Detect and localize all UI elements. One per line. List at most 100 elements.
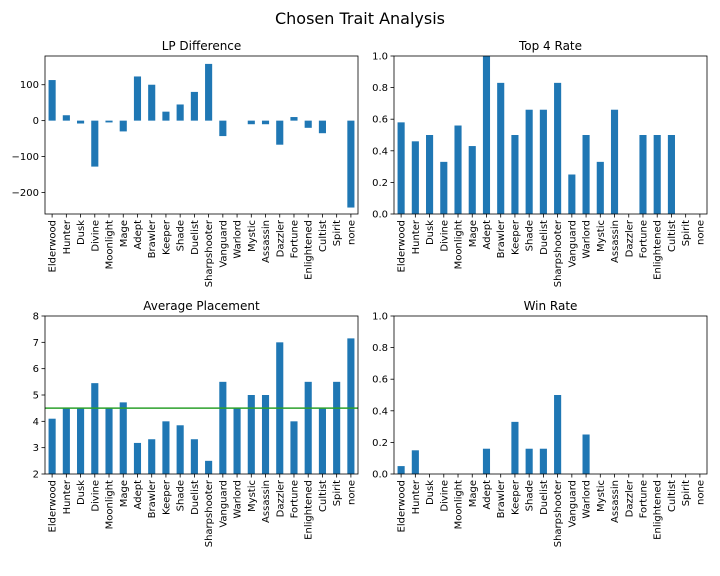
bar-elderwood: [48, 80, 56, 121]
x-tick-label: Cultist: [318, 220, 329, 252]
bar-elderwood: [48, 418, 56, 474]
y-tick-label: 0.2: [372, 178, 388, 189]
x-tick-label: Brawler: [496, 479, 507, 518]
x-tick-label: Enlightened: [653, 480, 664, 540]
x-tick-label: Vanguard: [218, 480, 229, 528]
x-tick-label: Divine: [439, 220, 450, 252]
x-tick-label: Assassin: [610, 220, 621, 263]
y-tick-label: 7: [33, 338, 39, 349]
bar-vanguard: [568, 174, 576, 214]
x-tick-label: Sharpshooter: [204, 219, 215, 287]
x-tick-label: Warlord: [582, 220, 593, 259]
x-tick-label: Dazzler: [275, 219, 286, 257]
bar-adept: [482, 56, 491, 214]
bar-moonlight: [105, 120, 113, 123]
bar-mystic: [596, 161, 604, 214]
figure-title: Chosen Trait Analysis: [274, 9, 446, 28]
bar-elderwood: [397, 122, 405, 214]
x-tick-label: Sharpshooter: [553, 479, 564, 547]
bar-dazzler: [276, 120, 284, 145]
y-tick-label: 1.0: [372, 312, 388, 323]
x-tick-label: Adept: [482, 220, 493, 250]
x-tick-label: Elderwood: [397, 480, 408, 532]
x-tick-label: Brawler: [496, 219, 507, 258]
x-tick-label: Hunter: [411, 479, 422, 514]
x-tick-label: Keeper: [161, 479, 172, 515]
bar-vanguard: [219, 120, 227, 137]
bar-duelist: [190, 439, 198, 474]
x-tick-label: Adept: [133, 220, 144, 250]
x-tick-label: Hunter: [62, 219, 73, 254]
x-tick-label: Mage: [119, 480, 130, 507]
y-tick-label: 5: [33, 391, 39, 402]
bar-none: [347, 338, 355, 474]
y-tick-label: 0: [33, 116, 39, 127]
y-tick-label: 0.6: [372, 115, 388, 126]
x-tick-label: Duelist: [190, 220, 201, 255]
x-tick-label: Divine: [439, 480, 450, 512]
x-tick-label: Fortune: [638, 480, 649, 518]
x-tick-label: Brawler: [147, 219, 158, 258]
x-tick-label: Mystic: [247, 480, 258, 512]
x-tick-label: Elderwood: [48, 480, 59, 532]
y-tick-label: 0.4: [372, 406, 388, 417]
bar-sharpshooter: [554, 395, 562, 474]
bar-duelist: [190, 91, 198, 121]
y-tick-label: 0.8: [372, 343, 388, 354]
x-tick-label: none: [346, 220, 357, 245]
bar-assassin: [261, 120, 270, 125]
x-tick-label: Keeper: [510, 219, 521, 255]
x-tick-label: Mage: [119, 220, 130, 247]
x-tick-label: Divine: [90, 480, 101, 512]
bar-mystic: [247, 120, 255, 125]
y-tick-label: 3: [33, 443, 39, 454]
x-tick-label: Fortune: [289, 480, 300, 518]
x-tick-label: Cultist: [667, 480, 678, 512]
x-tick-label: Divine: [90, 220, 101, 252]
subplot-title: LP Difference: [162, 39, 242, 53]
y-tick-label: −200: [12, 188, 39, 199]
bar-shade: [525, 448, 533, 474]
x-tick-label: Hunter: [411, 219, 422, 254]
y-tick-label: 0.0: [372, 210, 388, 221]
x-tick-label: Hunter: [62, 479, 73, 514]
bar-warlord: [233, 408, 241, 474]
y-tick-label: 0.8: [372, 83, 388, 94]
y-tick-label: 6: [33, 364, 39, 375]
x-tick-label: Duelist: [539, 480, 550, 515]
x-tick-label: Warlord: [233, 480, 244, 519]
x-tick-label: Spirit: [681, 220, 692, 246]
bar-warlord: [582, 434, 590, 474]
x-tick-label: Assassin: [610, 480, 621, 523]
y-tick-label: 100: [20, 80, 39, 91]
x-tick-label: Moonlight: [454, 480, 465, 529]
bar-dusk: [77, 408, 85, 474]
x-tick-label: Shade: [525, 220, 536, 251]
bar-keeper: [162, 421, 170, 474]
x-tick-label: Dazzler: [624, 479, 635, 517]
bar-fortune: [290, 421, 298, 474]
y-tick-label: 4: [33, 417, 39, 428]
x-tick-label: none: [346, 480, 357, 505]
bar-hunter: [62, 408, 70, 474]
x-tick-label: Duelist: [539, 220, 550, 255]
x-tick-label: Shade: [176, 480, 187, 511]
x-tick-label: Adept: [482, 480, 493, 510]
bar-cultist: [667, 135, 675, 214]
x-tick-label: Dusk: [76, 480, 87, 505]
x-tick-label: Mage: [468, 480, 479, 507]
bar-enlightened: [304, 120, 312, 128]
bar-enlightened: [653, 135, 661, 214]
bar-sharpshooter: [205, 63, 213, 121]
x-tick-label: Cultist: [667, 220, 678, 252]
x-tick-label: Mage: [468, 220, 479, 247]
bar-brawler: [497, 82, 505, 214]
bar-hunter: [62, 115, 70, 121]
x-tick-label: Fortune: [289, 220, 300, 258]
x-tick-label: Shade: [525, 480, 536, 511]
bar-dusk: [426, 135, 434, 214]
y-tick-label: 1.0: [372, 52, 388, 63]
bar-fortune: [639, 135, 647, 214]
subplot-1: LP Difference −200 −100 0 100 Elderwood Hunter…: [12, 39, 359, 287]
